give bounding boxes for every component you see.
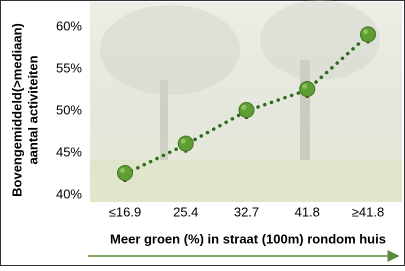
tree-highlight <box>181 139 186 144</box>
tree-crown <box>300 82 315 97</box>
x-tick-label: ≤16.9 <box>109 204 141 219</box>
x-tick-label: 41.8 <box>295 204 320 219</box>
tree-crown <box>239 103 254 118</box>
chart: Bovengemiddeld(>mediaan) aantal activite… <box>0 0 405 266</box>
y-tick-label: 50% <box>56 102 82 117</box>
tree-crown <box>361 27 376 42</box>
x-tick-label: 32.7 <box>234 204 259 219</box>
x-axis-label: Meer groen (%) in straat (100m) rondom h… <box>110 231 386 246</box>
x-tick-label: 25.4 <box>173 204 198 219</box>
y-tick-label: 60% <box>56 18 82 33</box>
y-tick-label: 40% <box>56 186 82 201</box>
x-tick-label: ≥41.8 <box>352 204 384 219</box>
tree-highlight <box>120 168 125 173</box>
tree-crown <box>178 136 193 151</box>
y-tick-label: 45% <box>56 144 82 159</box>
y-tick-label: 55% <box>56 60 82 75</box>
tree-crown <box>118 166 133 181</box>
y-axis-label: aantal activiteiten <box>25 55 40 164</box>
tree-highlight <box>242 105 247 110</box>
y-axis-label: Bovengemiddeld(>mediaan) <box>9 23 24 197</box>
tree-highlight <box>363 29 368 34</box>
tree-highlight <box>302 84 307 89</box>
